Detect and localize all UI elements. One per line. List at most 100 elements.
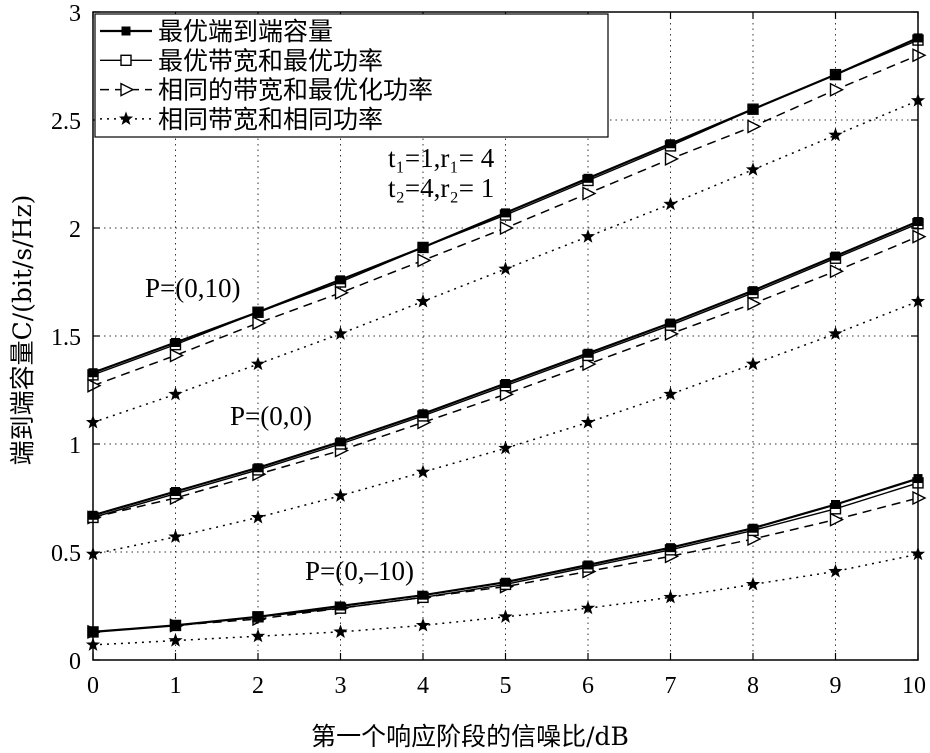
data-point-filled-square [171,487,180,497]
data-point-star [168,529,183,543]
data-point-star [168,386,183,401]
data-point-filled-square [748,523,758,533]
y-tick-label: 1.5 [51,325,81,351]
data-point-triangle-right [912,229,927,244]
x-tick-label: 8 [747,673,759,699]
data-point-star [828,127,843,142]
data-point-filled-square [666,543,675,553]
data-point-star [828,563,843,578]
data-point-star [580,414,596,429]
y-tick-label: 0.5 [51,541,81,567]
data-point-filled-square [501,379,510,389]
data-point-filled-square [831,499,840,509]
data-point-star [333,326,348,340]
data-point-filled-square [666,318,675,328]
data-point-filled-square [253,463,263,473]
legend-marker-open-square [120,54,132,66]
data-point-star [663,589,678,604]
data-point-filled-square [336,275,345,285]
y-axis-label: 端到端容量C/(bit/s/Hz) [8,195,37,466]
data-point-triangle-right [747,296,762,311]
x-tick-label: 3 [335,673,347,699]
data-point-triangle-right [499,220,515,236]
data-point-filled-square [831,251,840,261]
data-point-filled-square [171,620,180,630]
legend-label: 相同带宽和相同功率 [158,105,383,134]
ticks: 0 1 2 3 4 5 6 7 8 9 10 0 0.5 1 1.5 2 2.5 3 [51,1,926,699]
y-tick-label: 2.5 [51,109,81,135]
data-point-star [663,386,678,401]
data-point-filled-square [583,173,593,183]
data-point-filled-square [666,139,675,149]
series-line-2-group-2 [92,497,919,633]
legend-label: 最优端到端容量 [158,17,333,46]
parameter-annotation: t₂=4,r₂= 1 [388,173,494,203]
group-label: P=(0,10) [145,273,240,303]
data-point-star [745,162,761,176]
data-point-star [498,440,513,455]
data-point-star [415,293,431,308]
data-point-triangle-right [334,285,350,300]
data-point-star [745,356,761,371]
data-point-filled-square [501,208,510,218]
y-tick-label: 0 [69,649,81,675]
group-label: P=(0,–10) [305,556,414,586]
data-point-star [415,464,431,479]
legend-marker-star [118,111,134,125]
legend-label: 相同的带宽和最优化功率 [158,76,433,105]
series-line-3-group-0 [92,99,919,424]
data-point-filled-square [501,577,510,587]
data-point-filled-square [748,286,758,296]
series-line-2-group-1 [92,235,919,519]
data-point-filled-square [253,307,263,317]
data-point-triangle-right [912,48,927,63]
data-point-star [580,600,596,615]
annotations: P=(0,10) P=(0,0) P=(0,–10) t₁=1,r₁= 4t₂=4,r… [145,143,495,586]
data-point-star [168,633,183,647]
data-point-star [250,356,266,371]
data-point-star [250,509,266,524]
data-point-star [663,196,678,211]
data-point-filled-square [748,104,758,114]
data-point-star [580,229,596,243]
data-point-triangle-right [252,315,267,331]
legend-marker-filled-square [121,26,131,36]
x-tick-label: 1 [170,673,182,699]
data-point-triangle-right [169,348,185,363]
data-point-triangle-right [829,264,845,279]
data-point-filled-square [418,409,428,419]
data-point-triangle-right [582,186,597,201]
y-tick-label: 1 [69,433,81,459]
parameter-annotation: t₁=1,r₁= 4 [388,143,495,173]
data-point-triangle-right [829,82,845,97]
data-point-star [828,326,843,340]
data-point-filled-square [583,560,593,570]
data-point-triangle-right [912,490,927,506]
y-tick-label: 3 [69,1,81,27]
legend-marker-triangle-right [120,82,135,97]
data-point-triangle-right [87,378,102,393]
x-tick-label: 5 [500,673,512,699]
data-point-filled-square [336,601,345,611]
series-line-3-group-1 [92,300,919,555]
data-point-triangle-right [417,253,432,268]
x-tick-label: 2 [252,673,264,699]
y-tick-label: 2 [69,217,81,243]
data-point-filled-square [336,437,345,447]
x-axis-label: 第一个响应阶段的信噪比/dB [311,722,629,751]
legend-label: 最优带宽和最优功率 [158,46,383,75]
data-point-filled-square [418,590,428,600]
group-label: P=(0,0) [230,401,312,431]
data-point-star [250,628,266,643]
data-point-filled-square [583,348,593,358]
data-point-filled-square [831,70,840,80]
x-tick-label: 4 [417,673,429,699]
x-tick-label: 9 [830,673,842,699]
data-point-star [498,261,513,276]
data-point-star [745,576,761,591]
x-tick-label: 6 [582,673,594,699]
data-point-triangle-right [747,119,762,134]
data-point-triangle-right [829,512,845,527]
data-point-star [333,624,348,638]
